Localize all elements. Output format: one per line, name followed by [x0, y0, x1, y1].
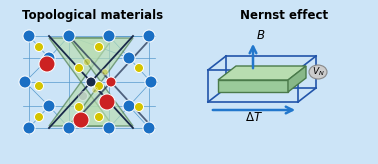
- Circle shape: [63, 30, 75, 42]
- Circle shape: [135, 102, 144, 112]
- Text: Topological materials: Topological materials: [22, 9, 164, 22]
- Circle shape: [39, 56, 55, 72]
- Circle shape: [123, 100, 135, 112]
- Circle shape: [123, 52, 135, 64]
- Text: $V_N$: $V_N$: [311, 66, 324, 78]
- Polygon shape: [69, 82, 133, 126]
- Circle shape: [43, 100, 55, 112]
- Circle shape: [34, 113, 43, 122]
- Circle shape: [99, 94, 115, 110]
- Polygon shape: [69, 38, 133, 82]
- Circle shape: [94, 82, 104, 91]
- Circle shape: [34, 42, 43, 51]
- Polygon shape: [288, 66, 306, 92]
- Circle shape: [63, 122, 75, 134]
- Circle shape: [23, 122, 35, 134]
- Circle shape: [143, 122, 155, 134]
- Ellipse shape: [309, 65, 327, 79]
- Polygon shape: [49, 38, 113, 82]
- Text: Nernst effect: Nernst effect: [240, 9, 328, 22]
- Polygon shape: [218, 80, 288, 92]
- Circle shape: [103, 30, 115, 42]
- Circle shape: [94, 113, 104, 122]
- Circle shape: [94, 42, 104, 51]
- Circle shape: [73, 112, 89, 128]
- Circle shape: [19, 76, 31, 88]
- Circle shape: [74, 63, 84, 72]
- Circle shape: [106, 77, 116, 87]
- Circle shape: [86, 77, 96, 87]
- Circle shape: [34, 82, 43, 91]
- Circle shape: [92, 87, 98, 93]
- Circle shape: [145, 76, 157, 88]
- Circle shape: [23, 30, 35, 42]
- Polygon shape: [218, 66, 306, 80]
- Text: $\Delta T$: $\Delta T$: [245, 111, 263, 124]
- Text: $B$: $B$: [256, 29, 265, 42]
- Polygon shape: [49, 82, 113, 126]
- Circle shape: [102, 69, 108, 75]
- Circle shape: [143, 30, 155, 42]
- Circle shape: [103, 122, 115, 134]
- Circle shape: [74, 102, 84, 112]
- Circle shape: [84, 59, 90, 65]
- Circle shape: [135, 63, 144, 72]
- Circle shape: [43, 52, 55, 64]
- Circle shape: [79, 92, 87, 101]
